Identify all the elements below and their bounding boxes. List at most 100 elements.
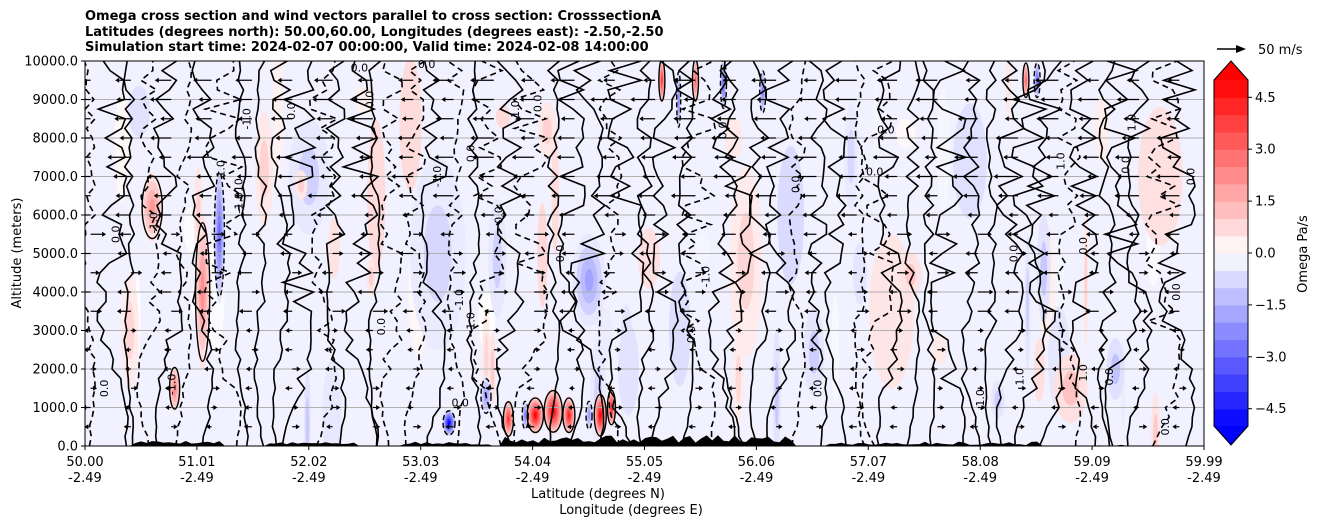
wind-vector-head xyxy=(721,231,726,237)
wind-vector-head xyxy=(740,308,745,314)
title-line-2: Latitudes (degrees north): 50.00,60.00, … xyxy=(85,24,664,40)
wind-vector-head xyxy=(699,366,704,372)
wind-vector-head xyxy=(683,212,688,218)
wind-vector-head xyxy=(576,366,581,372)
wind-vector-head xyxy=(1156,174,1161,179)
wind-vector-head xyxy=(1156,135,1161,141)
wind-vector-head xyxy=(980,347,985,353)
contour-label: -1.010 xyxy=(233,178,246,213)
wind-vector-head xyxy=(558,212,563,218)
wind-vector-head xyxy=(79,78,83,83)
contour-label: -1.0 xyxy=(453,289,466,310)
wind-vector-head xyxy=(357,289,362,295)
wind-vector-head xyxy=(351,193,356,199)
wind-vector-head xyxy=(446,347,451,353)
wind-vector-head xyxy=(504,289,509,295)
y-tick-label: 6000.0 xyxy=(33,209,79,224)
x-tick-label-lat: 58.08 xyxy=(962,455,999,470)
weak-negative-fill xyxy=(128,85,150,137)
colorbar-bin xyxy=(1214,131,1248,150)
wind-vector-head xyxy=(561,231,566,237)
zero-contour xyxy=(1010,61,1049,446)
wind-vector-head xyxy=(809,405,814,410)
wind-vector-head xyxy=(134,385,139,391)
wind-vector-head xyxy=(954,154,959,160)
wind-vector-head xyxy=(1004,77,1009,83)
positive-core-fill xyxy=(568,413,570,418)
wind-vector-head xyxy=(365,347,370,353)
wind-vector-head xyxy=(980,328,984,333)
wind-vector-head xyxy=(848,424,853,430)
title-line-3: Simulation start time: 2024-02-07 00:00:… xyxy=(85,40,649,55)
wind-vector-head xyxy=(1169,308,1173,314)
wind-vector-head xyxy=(898,385,903,391)
wind-vector-head xyxy=(95,270,100,276)
zero-contour xyxy=(1068,61,1099,446)
x-tick-label-lat: 50.00 xyxy=(66,455,103,470)
wind-vector-head xyxy=(537,328,542,333)
closed-contour xyxy=(543,389,564,433)
wind-vector-head xyxy=(1037,193,1042,199)
negative-contour xyxy=(852,61,867,446)
zero-contour xyxy=(921,61,937,446)
wind-vector-head xyxy=(716,116,721,122)
wind-vector-head xyxy=(219,270,224,276)
wind-vector-head xyxy=(310,154,315,160)
wind-vector-head xyxy=(391,174,396,179)
wind-vector-head xyxy=(221,231,226,237)
wind-vector-head xyxy=(238,116,243,122)
wind-vector-head xyxy=(199,251,204,256)
wind-vector-head xyxy=(925,212,930,218)
wind-vector-head xyxy=(513,174,518,179)
wind-vector-head xyxy=(1091,366,1095,372)
wind-vector-head xyxy=(1077,135,1082,141)
contour-label: 0.0 xyxy=(364,91,377,109)
wind-vector-head xyxy=(164,328,169,333)
contour-label: 0.0 xyxy=(1077,237,1090,255)
wind-vector-head xyxy=(495,405,500,410)
wind-vector-head xyxy=(459,251,464,256)
wind-vector-head xyxy=(1061,328,1066,333)
quiver-key: 50 m/s xyxy=(1217,43,1303,58)
wind-vector-head xyxy=(662,270,667,276)
wind-vector-head xyxy=(1022,328,1026,333)
wind-vector-head xyxy=(617,328,622,333)
wind-vector-head xyxy=(850,328,855,333)
wind-vector-head xyxy=(470,77,475,83)
wind-vector-head xyxy=(702,289,706,295)
wind-vector-head xyxy=(946,231,951,237)
wind-vector-head xyxy=(569,385,573,391)
wind-vector-head xyxy=(85,347,88,353)
zero-contour xyxy=(546,61,561,446)
wind-vector-head xyxy=(924,154,929,160)
negative-contour xyxy=(1056,61,1082,446)
contour-label: 0.0 xyxy=(554,245,567,263)
wind-vector-head xyxy=(835,77,839,83)
contour-label: 1.0 xyxy=(1125,114,1138,132)
wind-vector-head xyxy=(524,251,529,256)
wind-vector-head xyxy=(472,116,477,122)
plot-area xyxy=(79,61,1204,446)
wind-vector-head xyxy=(237,270,242,276)
negative-contour xyxy=(858,61,895,446)
wind-vector-head xyxy=(603,270,608,276)
wind-vector-head xyxy=(879,135,884,141)
wind-vector-head xyxy=(341,308,346,314)
wind-vector-head xyxy=(376,405,381,410)
negative-contour xyxy=(597,61,623,446)
positive-core-fill xyxy=(534,413,537,418)
wind-vectors xyxy=(79,77,1187,430)
wind-vector-head xyxy=(617,366,622,372)
wind-vector-head xyxy=(965,270,970,276)
y-tick-label: 10000.0 xyxy=(24,55,78,70)
colorbar-bin xyxy=(1214,304,1248,323)
wind-vector-head xyxy=(739,366,744,372)
wind-vector-head xyxy=(921,135,926,141)
wind-vector-head xyxy=(445,212,450,218)
wind-vector-head xyxy=(886,212,891,218)
wind-vector-head xyxy=(149,97,154,102)
wind-vector-head xyxy=(662,231,667,237)
zero-contour xyxy=(1096,61,1117,446)
wind-vector-head xyxy=(1046,231,1050,237)
negative-contour xyxy=(787,61,807,446)
